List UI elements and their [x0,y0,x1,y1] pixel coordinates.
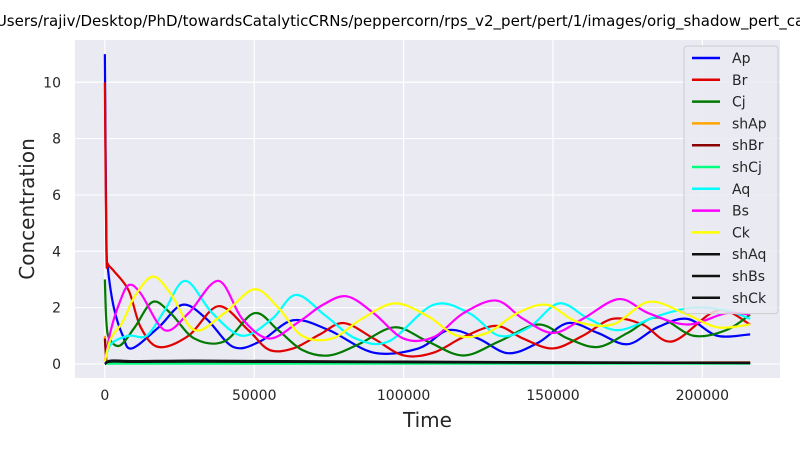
legend-label: Bs [732,204,749,220]
legend-label: shAq [732,247,766,263]
series-line-bs [103,279,751,362]
legend-box [683,45,779,315]
x-axis: 0 50000 100000 150000 200000 [100,388,729,404]
legend-label: Br [732,73,748,89]
y-tick-label: 4 [52,244,61,260]
x-tick-label: 100000 [377,388,430,404]
legend-label: Cj [732,95,746,111]
x-tick-label: 200000 [676,388,729,404]
series-line-cj [103,279,751,357]
y-tick-label: 6 [52,188,61,204]
series-line-aq [103,279,751,362]
x-tick-label: 150000 [526,388,579,404]
legend-label: Ck [732,225,751,241]
chart-title: Users/rajiv/Desktop/PhD/towardsCatalytic… [0,12,800,31]
x-tick-label: 0 [100,388,109,404]
x-tick-label: 50000 [232,388,277,404]
legend-label: shBs [732,269,765,285]
y-axis: 0 2 4 6 8 10 [43,75,61,373]
y-tick-label: 8 [52,132,61,148]
legend-label: Ap [732,51,751,67]
plot-area [75,40,780,378]
x-axis-title: Time [402,408,452,432]
legend-label: shBr [732,138,764,154]
legend-label: shAp [732,116,767,132]
legend-label: Aq [732,182,750,198]
series-lines [103,54,751,365]
y-axis-title: Concentration [15,138,39,279]
y-tick-label: 10 [43,75,61,91]
legend-label: shCk [732,291,767,307]
y-tick-label: 2 [52,301,61,317]
legend-label: shCj [732,160,762,176]
series-line-shck [104,360,751,365]
legend: Ap Br Cj shAp shBr shCj Aq Bs Ck shAq shBs shCk [683,45,779,315]
series-line-ap [103,54,751,355]
series-line-ck [103,275,751,362]
y-tick-label: 0 [52,357,61,373]
